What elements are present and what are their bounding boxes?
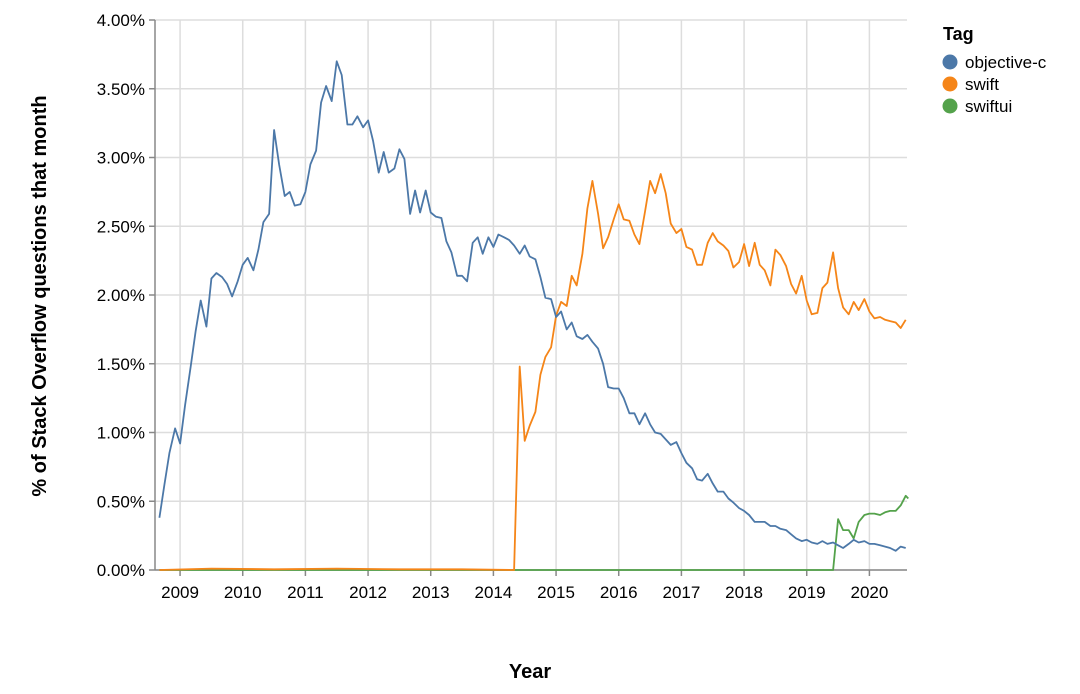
legend-label-swiftui: swiftui — [965, 97, 1012, 116]
legend: Tag objective-c swift swiftui — [942, 24, 1047, 116]
x-tick-label: 2018 — [725, 583, 763, 602]
x-tick-label: 2020 — [850, 583, 888, 602]
series-lines — [158, 60, 909, 571]
series-line-swift — [159, 173, 907, 571]
y-tick-label: 3.50% — [97, 80, 145, 99]
series-line-swiftui — [159, 494, 909, 571]
y-tick-label: 1.50% — [97, 355, 145, 374]
y-tick-label: 2.50% — [97, 217, 145, 236]
y-axis-title: % of Stack Overflow questions that month — [29, 95, 51, 496]
x-tick-label: 2011 — [287, 583, 324, 602]
axes — [149, 19, 907, 576]
y-tick-label: 0.50% — [97, 492, 145, 511]
y-tick-label: 1.00% — [97, 424, 145, 443]
legend-swatch-swift — [942, 76, 958, 92]
gridlines — [155, 19, 907, 571]
legend-label-swift: swift — [965, 75, 999, 94]
series-line-objective-c — [158, 60, 906, 552]
x-tick-label: 2014 — [474, 583, 512, 602]
x-tick-label: 2017 — [662, 583, 700, 602]
x-axis-title: Year — [509, 661, 551, 683]
x-tick-label: 2019 — [788, 583, 826, 602]
x-tick-label: 2012 — [349, 583, 387, 602]
y-tick-label: 4.00% — [97, 11, 145, 30]
x-tick-label: 2016 — [600, 583, 638, 602]
x-tick-label: 2015 — [537, 583, 575, 602]
x-tick-label: 2013 — [412, 583, 450, 602]
tick-labels: 0.00% 0.50% 1.00% 1.50% 2.00% 2.50% 3.00% 3.50%… — [97, 11, 889, 602]
legend-swatch-swiftui — [942, 98, 958, 114]
y-tick-label: 0.00% — [97, 561, 145, 580]
legend-swatch-objective-c — [942, 54, 958, 70]
legend-title: Tag — [943, 24, 974, 44]
y-tick-label: 2.00% — [97, 286, 145, 305]
y-tick-label: 3.00% — [97, 149, 145, 168]
x-tick-label: 2009 — [161, 583, 199, 602]
x-tick-label: 2010 — [224, 583, 262, 602]
legend-label-objective-c: objective-c — [965, 53, 1047, 72]
